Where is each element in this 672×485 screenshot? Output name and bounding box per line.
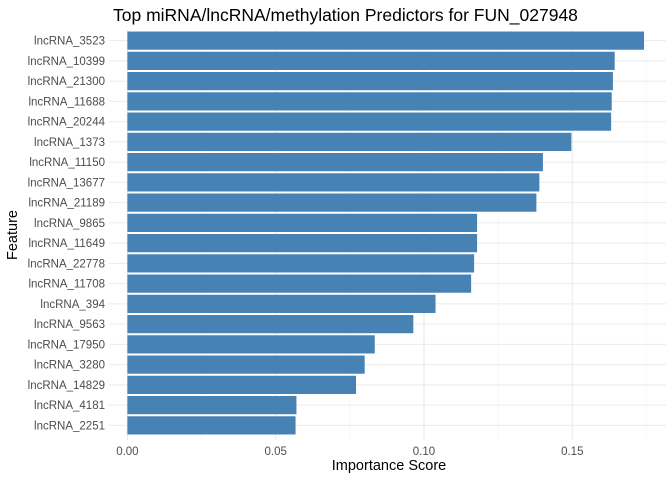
y-tick-label: lncRNA_3523 xyxy=(34,36,105,48)
bar-lncrna-4181 xyxy=(127,396,297,415)
y-tick-label: lncRNA_21300 xyxy=(28,76,105,88)
y-tick-label: lncRNA_14829 xyxy=(28,380,105,392)
bar-lncrna-20244 xyxy=(127,112,612,131)
bar-lncrna-11150 xyxy=(127,153,543,172)
bar-lncrna-14829 xyxy=(127,375,357,394)
x-tick-label: 0.00 xyxy=(116,446,138,458)
bar-lncrna-3280 xyxy=(127,355,365,374)
bar-lncrna-394 xyxy=(127,294,436,313)
bar-lncrna-11708 xyxy=(127,274,472,293)
bar-lncrna-13677 xyxy=(127,173,540,192)
bar-lncrna-10399 xyxy=(127,51,615,70)
bar-lncrna-11649 xyxy=(127,234,478,253)
y-tick-label: lncRNA_13677 xyxy=(28,177,105,189)
y-tick-label: lncRNA_4181 xyxy=(34,400,105,412)
y-tick-label: lncRNA_22778 xyxy=(28,258,105,270)
y-tick-label: lncRNA_1373 xyxy=(34,137,105,149)
x-tick-label: 0.05 xyxy=(264,446,286,458)
y-tick-labels: lncRNA_3523 lncRNA_10399 lncRNA_21300 lncRN… xyxy=(28,36,106,433)
chart-title: Top miRNA/lncRNA/methylation Predictors … xyxy=(113,5,578,26)
x-tick-labels: 0.00 0.05 0.10 0.15 xyxy=(116,446,583,458)
bar-lncrna-11688 xyxy=(127,92,612,111)
bar-lncrna-21189 xyxy=(127,193,537,212)
y-tick-label: lncRNA_9563 xyxy=(34,319,105,331)
y-tick-label: lncRNA_2251 xyxy=(34,420,105,432)
y-tick-label: lncRNA_11708 xyxy=(28,279,105,291)
y-tick-label: lncRNA_20244 xyxy=(28,117,106,129)
y-tick-label: lncRNA_11649 xyxy=(28,238,105,250)
y-axis-title: Feature xyxy=(5,210,21,260)
y-tick-label: lncRNA_10399 xyxy=(28,56,105,68)
x-tick-label: 0.15 xyxy=(561,446,583,458)
bar-lncrna-3523 xyxy=(127,31,645,50)
bar-lncrna-17950 xyxy=(127,335,375,354)
y-tick-label: lncRNA_21189 xyxy=(28,198,105,210)
y-tick-label: lncRNA_11688 xyxy=(28,96,105,108)
y-tick-label: lncRNA_394 xyxy=(40,299,105,311)
y-tick-label: lncRNA_3280 xyxy=(34,360,105,372)
bar-lncrna-22778 xyxy=(127,254,475,273)
bar-lncrna-9865 xyxy=(127,213,478,232)
bar-lncrna-21300 xyxy=(127,72,613,91)
y-tick-label: lncRNA_9865 xyxy=(34,218,105,230)
bar-lncrna-2251 xyxy=(127,416,296,435)
bars xyxy=(127,31,645,435)
y-tick-label: lncRNA_11150 xyxy=(29,157,105,169)
x-tick-label: 0.10 xyxy=(413,446,435,458)
bar-lncrna-1373 xyxy=(127,132,572,151)
y-tick-label: lncRNA_17950 xyxy=(28,339,105,351)
bar-lncrna-9563 xyxy=(127,315,414,334)
x-axis-title: Importance Score xyxy=(332,458,446,474)
